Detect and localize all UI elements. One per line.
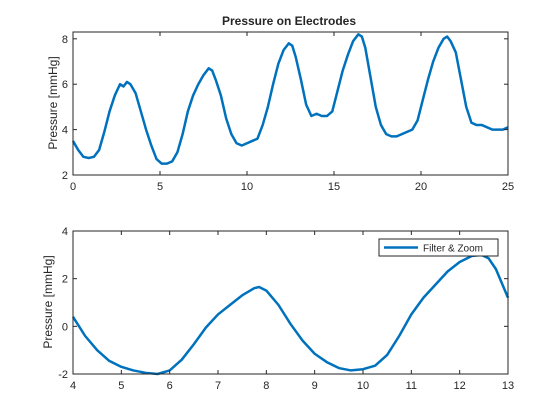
bottom-chart-x-tick-label: 6	[167, 380, 173, 392]
bottom-chart-y-tick-label: -2	[58, 369, 68, 381]
top-chart-x-tick-label: 10	[241, 181, 253, 193]
top-chart-x-tick-label: 25	[502, 181, 514, 193]
bottom-chart-x-tick-label: 12	[454, 380, 466, 392]
bottom-chart-x-tick-label: 7	[215, 380, 221, 392]
bottom-chart-x-tick-label: 13	[502, 380, 514, 392]
top-chart-x-tick-label: 20	[415, 181, 427, 193]
bottom-chart-x-tick-label: 4	[70, 380, 76, 392]
top-chart-y-tick-label: 2	[62, 170, 68, 182]
bottom-chart-legend: Filter & Zoom	[378, 238, 499, 257]
bottom-chart-x-tick-label: 11	[406, 380, 417, 392]
bottom-chart-x-tick-label: 10	[357, 380, 369, 392]
bottom-chart-y-axis-label: Pressure [mmHg]	[41, 255, 55, 348]
top-chart-y-tick-label: 8	[62, 34, 68, 46]
top-chart-series-line-0	[71, 33, 509, 165]
top-chart-axes-box	[72, 31, 509, 176]
top-chart-x-tick-label: 5	[157, 181, 163, 193]
top-chart-title: Pressure on Electrodes	[222, 14, 356, 28]
bottom-chart-x-tick-label: 8	[263, 380, 269, 392]
bottom-chart-y-tick-label: 0	[62, 321, 68, 333]
legend-entry-label: Filter & Zoom	[423, 244, 483, 255]
top-chart-x-tick-label: 15	[328, 181, 340, 193]
bottom-chart-series-line-0	[71, 253, 510, 376]
top-chart-x-tick-label: 0	[70, 181, 76, 193]
bottom-chart-y-tick-label: 4	[62, 226, 68, 238]
bottom-chart-x-tick-label: 5	[118, 380, 124, 392]
top-chart-y-tick-label: 6	[62, 79, 68, 91]
legend-box	[378, 238, 499, 257]
bottom-chart-axes-box	[72, 230, 509, 375]
top-chart-y-axis-label: Pressure [mmHg]	[46, 56, 60, 149]
top-chart-y-tick-label: 4	[62, 125, 68, 137]
bottom-chart: 4 5 6 7 8 9 10 11 12 13 -2 0 2 4 Pressure [mmHg] Filt…	[41, 226, 514, 392]
bottom-chart-y-tick-label: 2	[62, 274, 68, 286]
bottom-chart-x-tick-label: 9	[312, 380, 318, 392]
top-chart: Pressure on Electrodes 0 5 10 15 20 25 2 4 6 8 Pr…	[46, 14, 514, 193]
